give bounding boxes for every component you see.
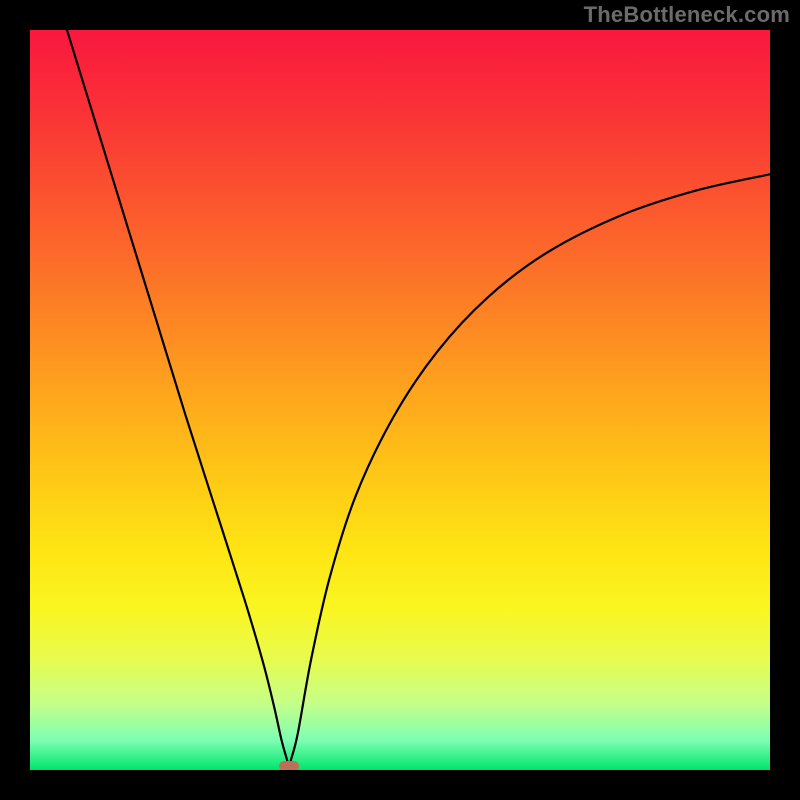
plot-area: [30, 30, 770, 770]
bottleneck-curve: [30, 30, 770, 770]
chart-frame: TheBottleneck.com: [0, 0, 800, 800]
watermark-text: TheBottleneck.com: [584, 2, 790, 28]
optimal-point-marker: [279, 761, 299, 770]
